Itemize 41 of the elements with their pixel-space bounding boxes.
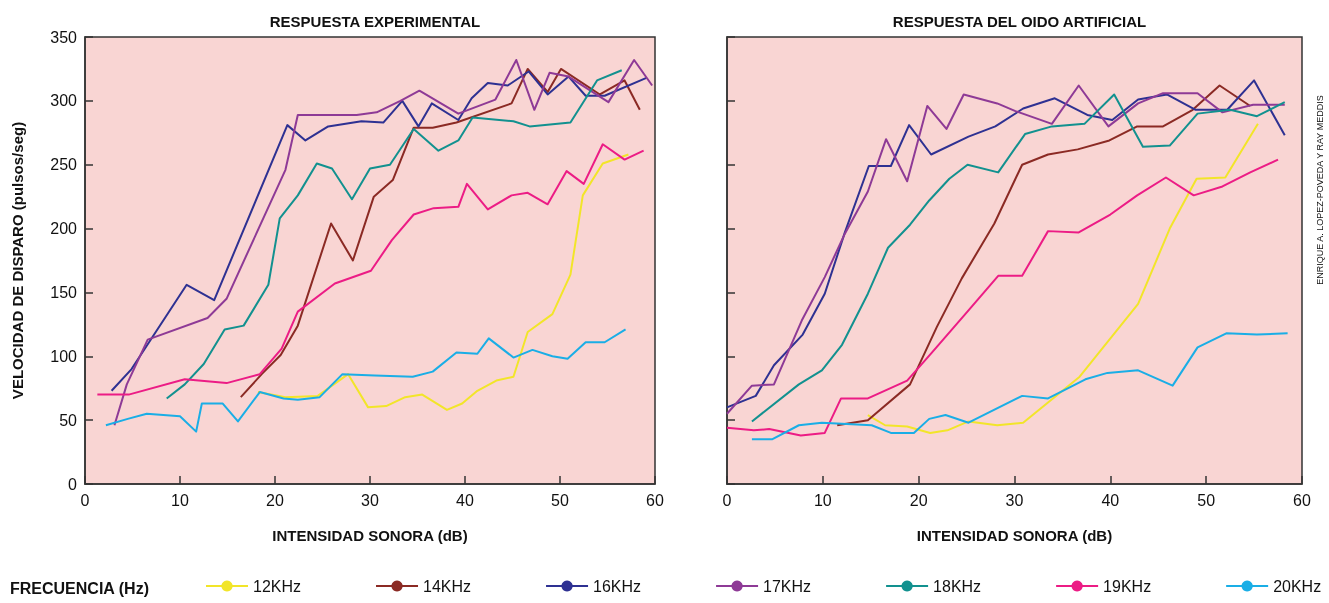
x-tick-label: 40	[456, 491, 474, 509]
legend-label: 17KHz	[763, 577, 812, 595]
x-tick-label: 0	[80, 491, 90, 509]
y-tick-label: 200	[50, 220, 78, 238]
x-axis-title: INTENSIDAD SONORA (dB)	[272, 527, 468, 544]
x-tick-label: 10	[171, 491, 189, 509]
x-tick-label: 60	[646, 491, 664, 509]
chart-title: RESPUESTA DEL OIDO ARTIFICIAL	[892, 13, 1147, 30]
line-series	[104, 328, 627, 433]
x-tick-label: 10	[813, 491, 832, 509]
line-series	[256, 153, 630, 411]
x-tick-label: 60	[1293, 491, 1311, 509]
y-tick-label: 50	[59, 411, 78, 429]
x-tick-label: 0	[722, 491, 732, 509]
legend-label: 18KHz	[933, 577, 982, 595]
legend-title: FRECUENCIA (Hz)	[10, 579, 149, 597]
legend-label: 16KHz	[593, 577, 642, 595]
y-tick-label: 150	[50, 283, 78, 301]
x-tick-label: 20	[266, 491, 284, 509]
legend-label: 12KHz	[253, 577, 302, 595]
x-tick-label: 50	[551, 491, 569, 509]
x-tick-label: 20	[909, 491, 928, 509]
chart-title: RESPUESTA EXPERIMENTAL	[269, 13, 481, 30]
line-series	[239, 67, 641, 399]
y-axis-title: VELOCIDAD DE DISPARO (pulsos/seg)	[9, 121, 26, 400]
y-tick-label: 300	[50, 92, 78, 110]
text: ENRIQUE A. LOPEZ-POVEDA Y RAY MEDDIS	[1315, 95, 1325, 285]
x-tick-label: 40	[1101, 491, 1120, 509]
legend-label: 14KHz	[423, 577, 472, 595]
line-series	[165, 69, 623, 400]
x-tick-label: 30	[1005, 491, 1024, 509]
y-tick-label: 0	[68, 475, 78, 493]
x-axis-title: INTENSIDAD SONORA (dB)	[916, 527, 1113, 544]
line-series	[96, 143, 645, 396]
y-tick-label: 250	[50, 156, 78, 174]
x-tick-label: 30	[361, 491, 379, 509]
y-tick-label: 100	[50, 347, 78, 365]
legend-label: 20KHz	[1273, 577, 1322, 595]
legend-label: 19KHz	[1103, 577, 1152, 595]
y-tick-label: 350	[50, 28, 78, 46]
x-tick-label: 50	[1197, 491, 1216, 509]
